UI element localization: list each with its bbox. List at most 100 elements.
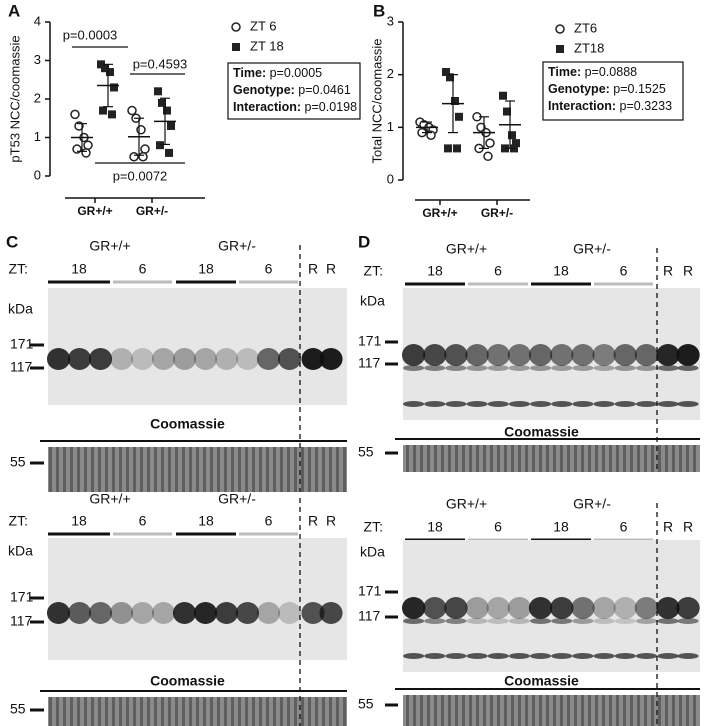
unit-label: kDa <box>8 543 33 559</box>
band <box>277 348 302 370</box>
x-tick-label: GR+/- <box>481 206 513 220</box>
legend-marker <box>232 43 240 51</box>
loading-strip <box>403 445 700 472</box>
loading-label: Coomassie <box>504 673 579 689</box>
data-point <box>483 151 493 162</box>
band <box>592 344 616 366</box>
stats-label: Genotype: <box>233 83 295 97</box>
zt-label: 18 <box>427 519 443 535</box>
band <box>88 348 113 370</box>
data-point <box>99 106 107 115</box>
data-point <box>83 140 93 150</box>
zt-label: 18 <box>71 513 87 529</box>
data-point <box>127 105 137 116</box>
y-tick-label: 1 <box>34 129 41 144</box>
band <box>551 401 573 407</box>
band <box>423 344 447 366</box>
band <box>613 344 637 366</box>
genotype-label: GR+/+ <box>446 496 487 512</box>
band <box>319 602 343 624</box>
y-axis-label: Total NCC/coomassie <box>369 39 384 164</box>
marker-label: 117 <box>10 613 33 629</box>
band <box>487 653 509 659</box>
data-point <box>140 144 150 154</box>
stats-box <box>542 61 684 121</box>
zt-label: 18 <box>198 261 214 277</box>
band <box>676 597 700 619</box>
legend-label: ZT 18 <box>250 38 284 53</box>
data-point <box>108 110 116 119</box>
band <box>508 653 530 659</box>
band <box>592 597 616 619</box>
loading-marker: 55 <box>358 444 374 460</box>
ref-label: R <box>308 513 318 529</box>
zt-prefix: ZT: <box>364 263 383 279</box>
band <box>423 597 447 619</box>
panel-letter: B <box>373 1 385 20</box>
band <box>424 401 446 407</box>
data-point <box>512 139 520 148</box>
band <box>109 348 134 370</box>
zt-label: 6 <box>265 261 273 277</box>
band <box>614 618 636 624</box>
stats-value: p=0.0198 <box>305 100 358 114</box>
data-point <box>106 68 114 77</box>
band <box>401 344 426 366</box>
band <box>67 348 92 370</box>
legend-label: ZT18 <box>574 40 604 55</box>
data-point <box>70 109 80 120</box>
data-point <box>163 106 171 115</box>
legend-marker <box>556 45 564 53</box>
band <box>235 348 260 370</box>
unit-label: kDa <box>360 544 385 560</box>
legend-label: ZT6 <box>574 20 597 35</box>
loading-label: Coomassie <box>150 673 225 689</box>
ref-label: R <box>326 261 336 277</box>
band <box>151 602 176 624</box>
zt-label: 18 <box>427 263 443 279</box>
band <box>445 401 467 407</box>
band <box>465 344 489 366</box>
stats-label: Genotype: <box>548 82 610 96</box>
zt-label: 6 <box>139 261 147 277</box>
band <box>193 602 218 624</box>
band <box>403 401 425 407</box>
marker-label: 117 <box>358 608 381 624</box>
band <box>530 365 552 371</box>
band <box>551 618 573 624</box>
panel-letter: D <box>358 232 370 251</box>
genotype-label: GR+/- <box>218 238 256 254</box>
stats-label: Interaction: <box>548 99 616 113</box>
band <box>277 602 302 624</box>
stats-line: Genotype: p=0.0461 <box>233 83 351 97</box>
band <box>256 602 281 624</box>
data-point <box>508 131 516 140</box>
band <box>444 344 468 366</box>
band <box>403 618 425 624</box>
data-point <box>455 112 463 121</box>
loading-marker: 55 <box>10 701 26 717</box>
zt-label: 6 <box>494 519 502 535</box>
unit-label: kDa <box>8 301 33 317</box>
band <box>109 602 134 624</box>
band <box>508 401 530 407</box>
band <box>530 618 552 624</box>
band <box>46 348 71 370</box>
marker-label: 171 <box>10 589 34 605</box>
band <box>424 653 446 659</box>
data-point <box>81 148 91 158</box>
data-point <box>110 83 118 92</box>
band <box>528 344 553 366</box>
y-tick-label: 4 <box>34 13 41 28</box>
band <box>571 597 595 619</box>
band <box>550 597 574 619</box>
data-point <box>138 152 148 162</box>
panel-letter: C <box>6 232 18 251</box>
loading-strip <box>48 447 347 492</box>
data-point <box>101 64 109 73</box>
zt-label: 6 <box>265 513 273 529</box>
band <box>486 597 510 619</box>
band <box>614 401 636 407</box>
y-tick-label: 3 <box>387 13 394 28</box>
